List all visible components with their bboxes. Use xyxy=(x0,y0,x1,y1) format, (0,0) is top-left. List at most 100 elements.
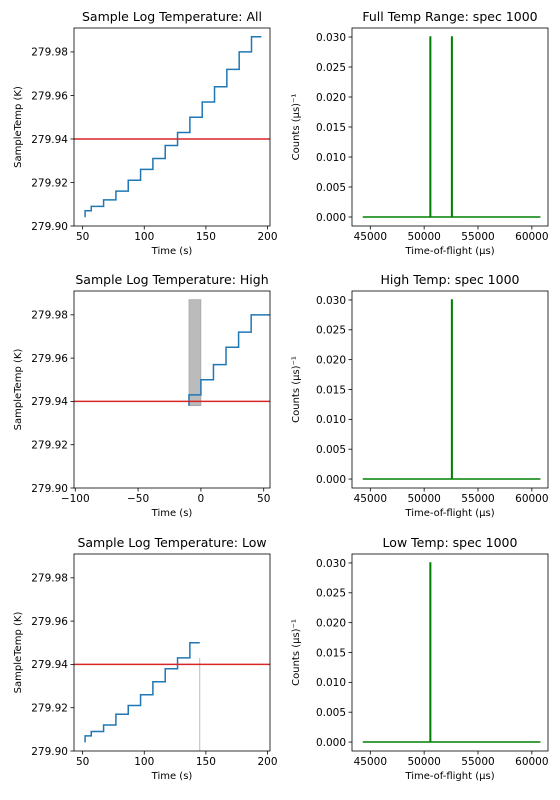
x-tick-label: 150 xyxy=(196,756,216,768)
x-tick-label: 60000 xyxy=(515,231,548,243)
y-tick-label: 0.020 xyxy=(316,354,346,366)
x-tick-label: −50 xyxy=(127,493,149,505)
x-tick-label: 200 xyxy=(258,231,278,243)
chart-2: 45000 50000 55000 60000 0.000 0.005 0.010 0.015… xyxy=(291,9,549,257)
x-axis-label: Time (s) xyxy=(151,508,193,519)
y-tick-label: 0.025 xyxy=(316,325,346,337)
x-tick-label: 45000 xyxy=(354,756,387,768)
y-tick-label: 0.000 xyxy=(316,737,346,749)
y-tick-label: 0.025 xyxy=(316,588,346,600)
chart-title: High Temp: spec 1000 xyxy=(381,272,520,287)
chart-title: Sample Log Temperature: High xyxy=(75,272,268,287)
series-line xyxy=(362,299,541,480)
y-tick-label: 0.025 xyxy=(316,62,346,74)
x-tick-label: 50000 xyxy=(407,756,440,768)
axes-frame xyxy=(73,27,271,227)
y-tick-label: 0.015 xyxy=(316,122,346,134)
chart-title: Low Temp: spec 1000 xyxy=(383,535,518,550)
x-tick-label: 45000 xyxy=(354,231,387,243)
y-tick-label: 0.000 xyxy=(316,474,346,486)
series-line xyxy=(84,642,200,743)
y-tick-label: 0.015 xyxy=(316,647,346,659)
y-axis-label: SampleTemp (K) xyxy=(13,86,24,168)
y-tick-label: 279.90 xyxy=(31,221,68,233)
chart-title: Full Temp Range: spec 1000 xyxy=(362,9,537,24)
y-tick-label: 279.98 xyxy=(31,47,68,59)
x-tick-label: 50000 xyxy=(407,493,440,505)
x-axis-label: Time (s) xyxy=(151,771,193,782)
y-tick-label: 279.94 xyxy=(31,396,68,408)
x-axis-label: Time-of-flight (μs) xyxy=(404,246,494,257)
x-tick-label: −100 xyxy=(61,493,90,505)
chart-3: −100 −50 0 50 279.90 279.92 279.94 279.96 279.98… xyxy=(13,272,270,519)
y-tick-label: 0.005 xyxy=(316,707,346,719)
plot-area xyxy=(362,299,541,480)
chart-1: 50 100 150 200 279.90 279.92 279.94 279.96 279.9… xyxy=(13,9,278,257)
x-tick-label: 100 xyxy=(134,756,154,768)
y-tick-label: 0.020 xyxy=(316,617,346,629)
x-tick-label: 50 xyxy=(257,493,270,505)
y-tick-label: 0.015 xyxy=(316,384,346,396)
y-tick-label: 0.010 xyxy=(316,414,346,426)
x-tick-label: 200 xyxy=(258,756,278,768)
y-tick-label: 0.000 xyxy=(316,212,346,224)
x-tick-label: 150 xyxy=(196,231,216,243)
x-tick-label: 55000 xyxy=(461,493,494,505)
x-tick-label: 60000 xyxy=(515,493,548,505)
y-axis-label: Counts (μs)⁻¹ xyxy=(291,94,302,161)
x-tick-label: 55000 xyxy=(461,756,494,768)
x-tick-label: 50 xyxy=(76,231,89,243)
x-tick-label: 100 xyxy=(134,231,154,243)
y-tick-label: 279.92 xyxy=(31,440,68,452)
x-tick-label: 45000 xyxy=(354,493,387,505)
x-axis-label: Time (s) xyxy=(151,246,193,257)
y-tick-label: 0.030 xyxy=(316,32,346,44)
y-axis-label: SampleTemp (K) xyxy=(13,349,24,431)
y-tick-label: 0.005 xyxy=(316,182,346,194)
y-tick-label: 279.94 xyxy=(31,659,68,671)
y-tick-label: 0.010 xyxy=(316,152,346,164)
y-axis-label: SampleTemp (K) xyxy=(13,612,24,694)
chart-4: 45000 50000 55000 60000 0.000 0.005 0.010 0.015… xyxy=(291,272,549,519)
y-tick-label: 0.030 xyxy=(316,558,346,570)
x-tick-label: 60000 xyxy=(515,756,548,768)
y-tick-label: 279.96 xyxy=(31,90,68,102)
chart-6: 45000 50000 55000 60000 0.000 0.005 0.010 0.015… xyxy=(291,535,549,782)
x-tick-label: 55000 xyxy=(461,231,494,243)
y-tick-label: 0.020 xyxy=(316,92,346,104)
x-axis-label: Time-of-flight (μs) xyxy=(404,508,494,519)
y-tick-label: 0.005 xyxy=(316,444,346,456)
y-axis-label: Counts (μs)⁻¹ xyxy=(291,356,302,423)
y-tick-label: 279.96 xyxy=(31,616,68,628)
series-line xyxy=(362,36,541,218)
chart-5: 50 100 150 200 279.90 279.92 279.94 279.96 279.9… xyxy=(13,535,278,782)
plot-area xyxy=(362,36,541,218)
plot-area xyxy=(74,642,270,751)
y-tick-label: 279.98 xyxy=(31,310,68,322)
y-tick-label: 279.98 xyxy=(31,573,68,585)
y-tick-label: 279.94 xyxy=(31,134,68,146)
series-line xyxy=(84,35,262,218)
axes-frame xyxy=(73,553,271,752)
series-line xyxy=(362,562,541,743)
series-line xyxy=(188,314,270,406)
x-tick-label: 50000 xyxy=(407,231,440,243)
x-tick-label: 0 xyxy=(198,493,205,505)
shaded-span xyxy=(188,299,202,407)
y-tick-label: 279.96 xyxy=(31,353,68,365)
x-axis-label: Time-of-flight (μs) xyxy=(404,771,494,782)
plot-area xyxy=(74,35,270,218)
y-tick-label: 0.010 xyxy=(316,677,346,689)
x-tick-label: 50 xyxy=(76,756,89,768)
axes-frame xyxy=(73,290,271,489)
y-axis-label: Counts (μs)⁻¹ xyxy=(291,619,302,686)
y-tick-label: 0.030 xyxy=(316,295,346,307)
y-tick-label: 279.90 xyxy=(31,483,68,495)
y-tick-label: 279.90 xyxy=(31,746,68,758)
plot-area xyxy=(74,299,270,407)
chart-title: Sample Log Temperature: All xyxy=(82,9,262,24)
y-tick-label: 279.92 xyxy=(31,703,68,715)
chart-title: Sample Log Temperature: Low xyxy=(77,535,266,550)
